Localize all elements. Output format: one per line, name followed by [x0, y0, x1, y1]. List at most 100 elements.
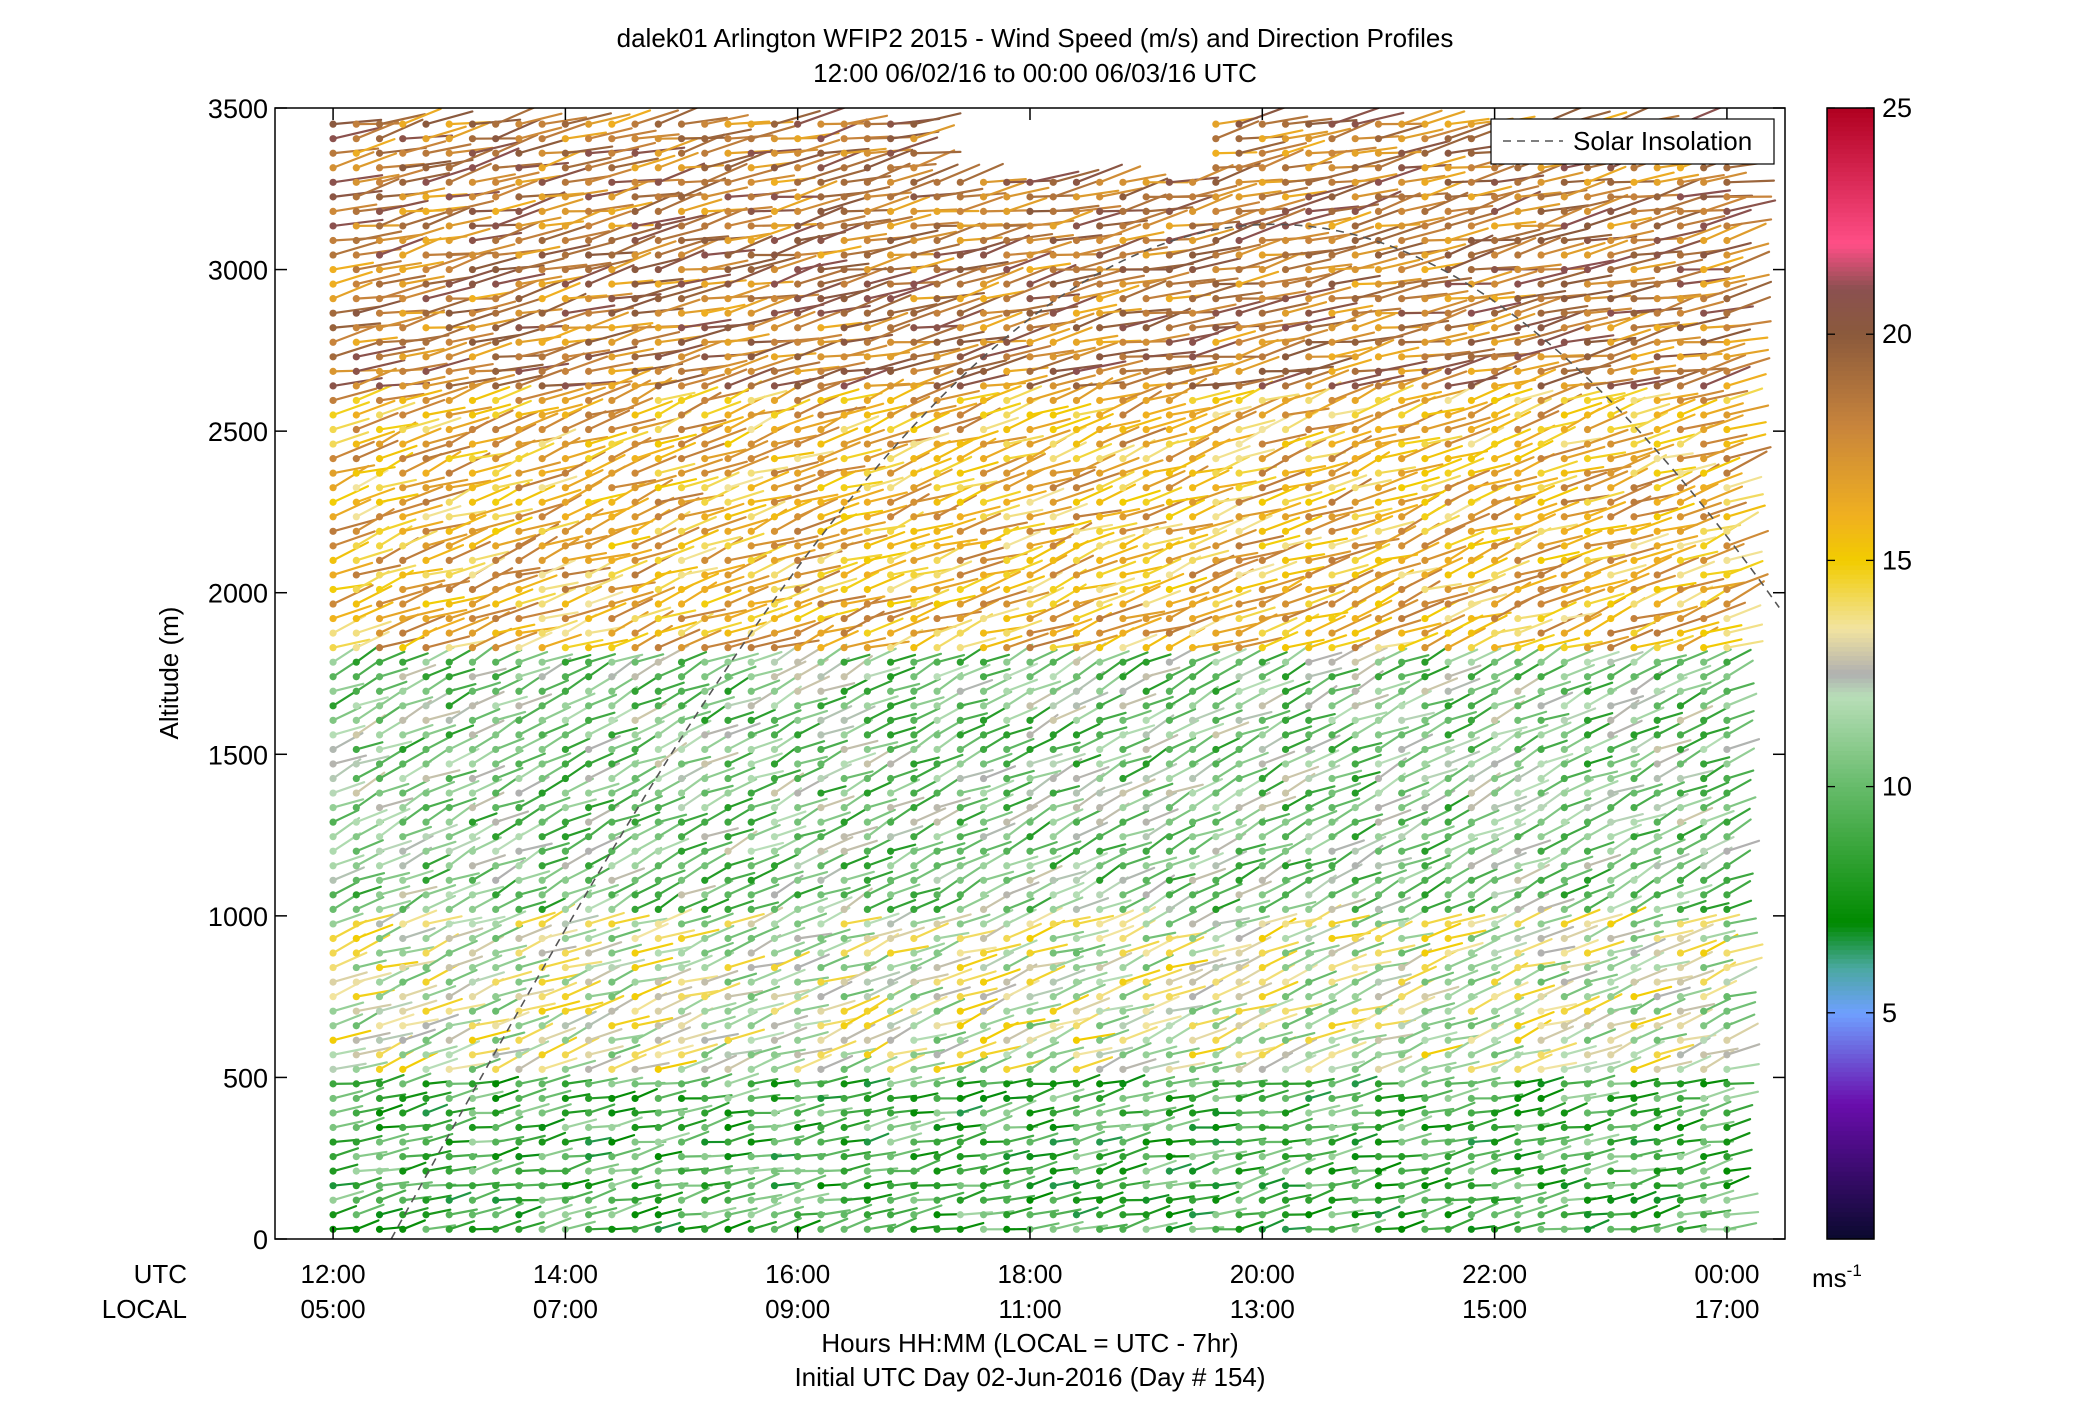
- wind-vector-point: [492, 614, 500, 623]
- wind-vector: [610, 559, 648, 577]
- wind-vector-point: [608, 455, 616, 463]
- wind-vector-point: [561, 614, 569, 623]
- wind-vector-point: [747, 178, 755, 186]
- wind-vector-point: [677, 295, 686, 303]
- wind-vector-point: [561, 963, 569, 972]
- wind-vector-point: [1072, 1225, 1081, 1233]
- wind-vector: [633, 1221, 662, 1231]
- wind-vector: [587, 926, 620, 940]
- wind-vector-point: [1072, 1036, 1081, 1044]
- wind-vector: [773, 398, 811, 417]
- wind-vector: [401, 476, 445, 489]
- wind-vector: [703, 1015, 736, 1027]
- wind-vector-point: [1003, 833, 1011, 841]
- wind-vector-point: [887, 280, 895, 288]
- wind-vector-point: [747, 1007, 755, 1015]
- wind-vector: [587, 653, 617, 664]
- wind-vector: [331, 1047, 367, 1056]
- wind-vector: [378, 236, 428, 257]
- wind-vector: [587, 492, 628, 504]
- wind-vector: [750, 256, 799, 271]
- wind-vector-point: [585, 135, 593, 143]
- wind-vector-point: [887, 265, 895, 274]
- wind-vector: [424, 341, 468, 358]
- wind-vector-point: [770, 1080, 779, 1088]
- wind-vector-point: [445, 309, 453, 317]
- wind-vector-point: [631, 1182, 639, 1190]
- wind-vector-point: [933, 556, 941, 565]
- wind-vector-point: [399, 309, 407, 317]
- wind-vector-point: [840, 338, 848, 346]
- wind-vector-point: [724, 658, 732, 666]
- wind-vector-point: [956, 847, 964, 855]
- wind-vector: [633, 624, 673, 649]
- wind-vector: [378, 493, 419, 504]
- wind-vector: [657, 929, 696, 940]
- wind-vector: [378, 885, 411, 896]
- wind-vector: [657, 628, 701, 649]
- wind-vector: [703, 1054, 738, 1071]
- wind-vector-point: [352, 1022, 360, 1030]
- wind-vector-point: [887, 1138, 895, 1146]
- wind-vector-point: [724, 164, 732, 172]
- wind-vector-point: [375, 135, 384, 143]
- wind-vector-point: [770, 178, 779, 186]
- wind-vector-point: [515, 193, 523, 201]
- wind-vector-point: [422, 207, 430, 216]
- wind-vector: [680, 529, 719, 547]
- wind-vector: [355, 923, 394, 940]
- wind-vector: [866, 1132, 890, 1144]
- wind-vector-point: [747, 774, 755, 783]
- wind-vector: [494, 631, 538, 649]
- wind-vector: [703, 1114, 733, 1129]
- wind-vector-point: [933, 774, 941, 783]
- wind-vector-point: [701, 891, 709, 899]
- wind-vector-point: [701, 1138, 709, 1146]
- wind-vector-point: [979, 644, 988, 652]
- wind-vector-point: [468, 1138, 477, 1146]
- wind-vector-point: [887, 993, 895, 1001]
- wind-vector: [610, 1076, 644, 1085]
- wind-vector-point: [863, 135, 871, 143]
- wind-vector-point: [770, 1022, 779, 1030]
- wind-vector-point: [1003, 876, 1011, 884]
- wind-vector: [517, 279, 564, 300]
- wind-vector-point: [863, 513, 871, 521]
- wind-vector: [633, 331, 681, 344]
- wind-vector: [541, 224, 588, 242]
- wind-vector-point: [445, 876, 453, 884]
- wind-vector-point: [654, 760, 662, 768]
- wind-vector: [331, 387, 378, 402]
- wind-vector-point: [724, 324, 732, 332]
- wind-vector-point: [956, 324, 964, 332]
- wind-vector-point: [910, 498, 918, 506]
- wind-vector-point: [608, 135, 616, 143]
- wind-vector-point: [1026, 324, 1034, 332]
- wind-vector-point: [375, 745, 384, 754]
- wind-vector-point: [1049, 1109, 1057, 1117]
- wind-vector-point: [979, 556, 988, 565]
- wind-vector: [633, 653, 665, 664]
- wind-vector-point: [375, 455, 384, 463]
- wind-vector: [633, 418, 678, 431]
- wind-vector-point: [817, 629, 825, 637]
- wind-vector-point: [468, 396, 477, 405]
- wind-vector-point: [352, 469, 360, 477]
- wind-vector-point: [631, 1225, 639, 1233]
- wind-vector-point: [817, 600, 825, 608]
- wind-vector-point: [538, 1109, 546, 1117]
- wind-vector: [773, 718, 798, 736]
- wind-vector: [796, 108, 846, 126]
- wind-vector: [587, 258, 635, 271]
- wind-vector-point: [956, 193, 964, 201]
- wind-vector: [610, 430, 649, 446]
- wind-vector-point: [538, 978, 546, 986]
- wind-vector: [726, 634, 772, 649]
- wind-vector-point: [677, 498, 686, 506]
- wind-vector-point: [561, 556, 569, 565]
- wind-vector-point: [329, 193, 337, 201]
- wind-vector-point: [422, 571, 430, 579]
- wind-vector-point: [585, 178, 593, 186]
- wind-vector: [331, 561, 374, 577]
- wind-vector-point: [1003, 1123, 1011, 1132]
